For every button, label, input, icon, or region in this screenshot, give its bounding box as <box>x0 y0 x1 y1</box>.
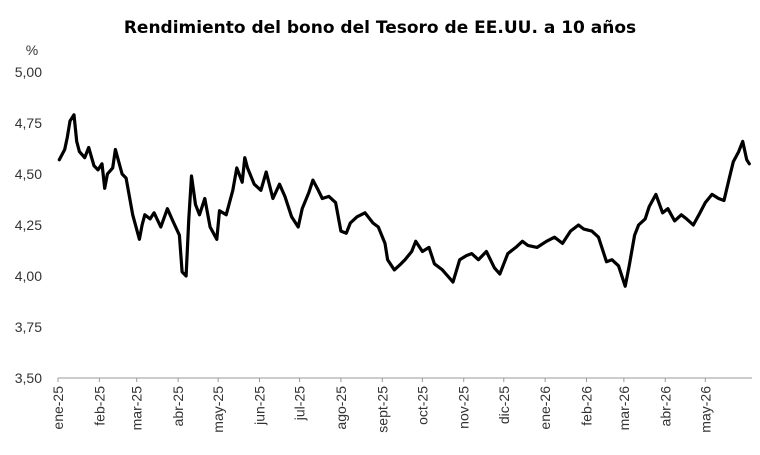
x-tick-label: feb-25 <box>91 386 107 426</box>
x-tick-label: sept-25 <box>374 386 390 433</box>
y-tick-label: 4,50 <box>15 166 42 182</box>
y-tick-label: 4,00 <box>15 268 42 284</box>
x-tick-label: jul-25 <box>292 386 308 421</box>
y-tick-label: 4,25 <box>15 217 42 233</box>
x-axis-tick-labels: ene-25 feb-25 mar-25 abr-25 may-25 jun-25 jul-… <box>50 386 713 433</box>
y-tick-label: 3,50 <box>15 370 42 386</box>
x-tick-label: may-26 <box>697 386 713 433</box>
series-line-yield <box>57 113 751 288</box>
x-tick-label: abr-25 <box>170 386 186 427</box>
x-tick-label: ene-25 <box>50 386 66 430</box>
x-axis-tick-marks <box>57 378 706 382</box>
x-tick-label: nov-25 <box>456 386 472 429</box>
x-tick-label: abr-26 <box>657 386 673 427</box>
y-tick-label: 5,00 <box>15 64 42 80</box>
y-axis-unit-label: % <box>26 42 38 58</box>
x-tick-label: ago-25 <box>333 386 349 430</box>
x-tick-label: may-25 <box>210 386 226 433</box>
y-axis-tick-labels: 3,50 3,75 4,00 4,25 4,50 4,75 5,00 <box>15 64 42 386</box>
x-tick-label: ene-26 <box>537 386 553 430</box>
x-tick-label: jun-25 <box>252 386 268 426</box>
chart-title: Rendimiento del bono del Tesoro de EE.UU… <box>124 18 636 38</box>
y-tick-label: 4,75 <box>15 115 42 131</box>
y-tick-label: 3,75 <box>15 319 42 335</box>
x-tick-label: mar-25 <box>129 386 145 431</box>
x-tick-label: dic-25 <box>496 386 512 424</box>
x-tick-label: mar-26 <box>616 386 632 431</box>
x-tick-label: feb-26 <box>579 386 595 426</box>
x-tick-label: oct-25 <box>414 386 430 425</box>
